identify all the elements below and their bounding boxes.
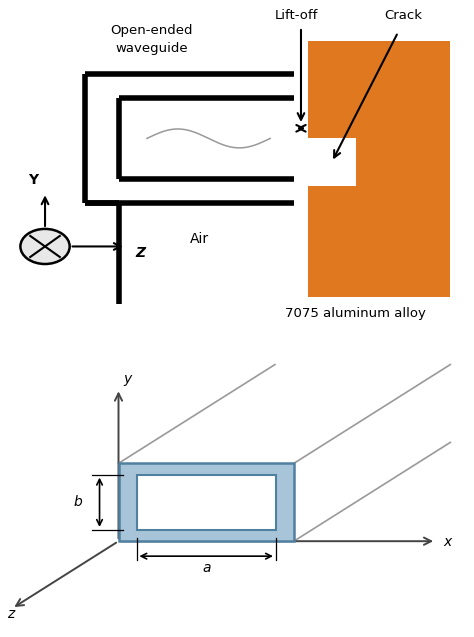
Polygon shape — [137, 475, 276, 530]
Text: 7075 aluminum alloy: 7075 aluminum alloy — [285, 308, 426, 320]
Text: Y: Y — [28, 173, 38, 187]
Circle shape — [20, 229, 70, 264]
Polygon shape — [118, 463, 294, 541]
Text: Lift-off: Lift-off — [274, 9, 318, 22]
Text: a: a — [202, 561, 210, 575]
Polygon shape — [308, 138, 356, 186]
Text: z: z — [7, 606, 14, 620]
Text: Air: Air — [190, 232, 209, 246]
Text: b: b — [74, 496, 82, 509]
Text: x: x — [443, 534, 451, 548]
Text: Crack: Crack — [384, 9, 422, 22]
Text: y: y — [123, 371, 131, 385]
Polygon shape — [308, 41, 450, 297]
Text: Z: Z — [135, 246, 145, 260]
Text: Open-ended
waveguide: Open-ended waveguide — [110, 24, 193, 55]
